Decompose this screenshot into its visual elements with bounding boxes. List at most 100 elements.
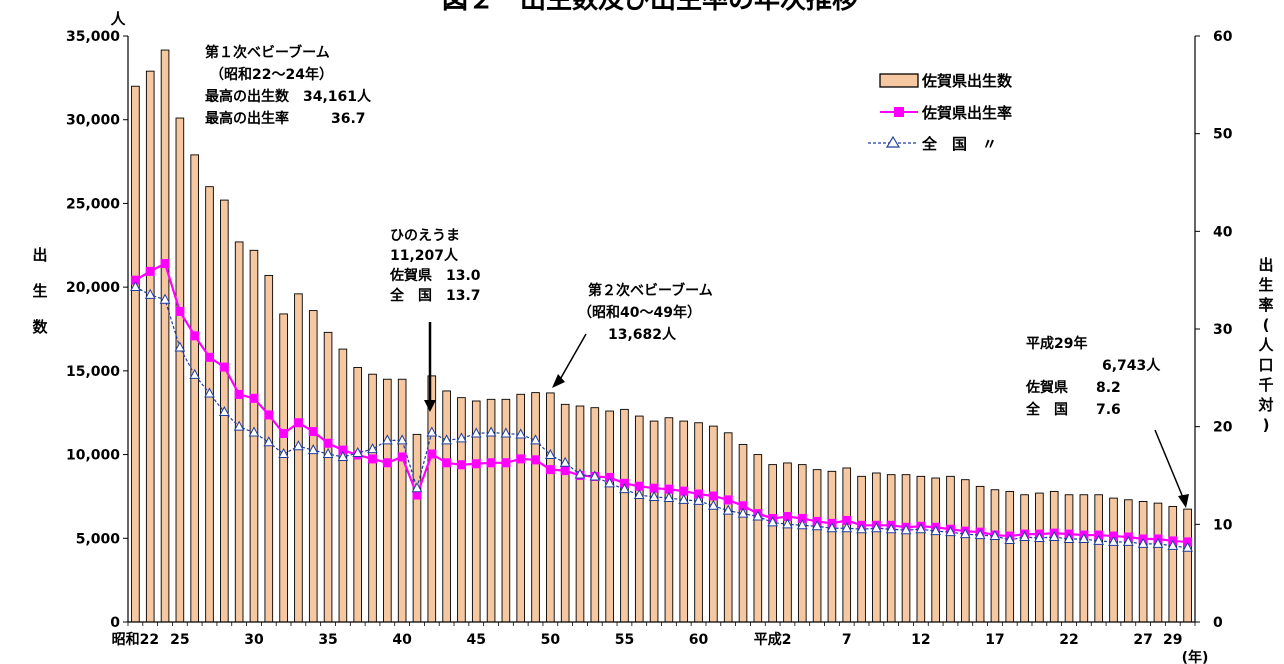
right-tick-label-1: 10 — [1213, 517, 1233, 533]
point-saga-rate-8 — [249, 393, 259, 403]
bar-births-2 — [160, 49, 170, 623]
point-national-rate-8 — [248, 426, 260, 437]
first-boom-line-3: 最高の出生数 34,161人 — [205, 88, 372, 105]
right-tick-label-0: 0 — [1213, 615, 1223, 631]
bar-births-10 — [279, 313, 288, 623]
hinoeuma-line-4: 全 国 13.7 — [389, 287, 481, 304]
point-saga-rate-9 — [264, 410, 274, 420]
x-tick-label-10: 7 — [842, 632, 852, 648]
right-tick-label-2: 20 — [1213, 420, 1233, 436]
bar-births-13 — [323, 331, 333, 623]
annotation-second-boom: 第２次ベビーブーム （昭和40～49年） 13,682人 — [552, 282, 713, 388]
point-saga-rate-7 — [234, 389, 244, 399]
point-national-rate-62 — [1048, 530, 1060, 542]
point-national-rate-71 — [1182, 541, 1193, 552]
point-national-rate-58 — [989, 529, 1001, 541]
x-tick-label-12: 17 — [985, 632, 1004, 648]
point-saga-rate-37 — [679, 486, 689, 496]
point-national-rate-60 — [1019, 530, 1030, 542]
left-axis-unit: 人 — [110, 10, 126, 28]
bar-births-44 — [783, 462, 792, 623]
point-national-rate-14 — [337, 450, 349, 461]
point-national-rate-46 — [811, 520, 823, 531]
point-national-rate-51 — [885, 523, 897, 534]
bar-births-69 — [1153, 502, 1163, 623]
second-boom-line-3: 13,682人 — [608, 326, 677, 343]
legend-swatch-births — [879, 73, 919, 88]
point-national-rate-16 — [367, 443, 378, 454]
heisei29-line-4: 全 国 7.6 — [1025, 401, 1121, 418]
point-national-rate-1 — [144, 288, 156, 299]
hinoeuma-arrowhead — [424, 400, 436, 412]
point-saga-rate-5 — [205, 352, 215, 362]
point-national-rate-45 — [796, 519, 808, 530]
bar-births-57 — [975, 485, 985, 623]
point-saga-rate-21 — [442, 458, 452, 468]
point-national-rate-70 — [1167, 539, 1179, 550]
x-tick-label-14: 27 — [1133, 632, 1152, 648]
point-saga-rate-39 — [708, 491, 718, 501]
point-national-rate-41 — [737, 507, 749, 518]
point-saga-rate-41 — [738, 501, 748, 511]
bar-births-15 — [353, 367, 363, 623]
left-tick-label-6: 30,000 — [66, 113, 120, 129]
point-saga-rate-18 — [397, 452, 407, 462]
hinoeuma-line-2: 11,207人 — [390, 247, 459, 264]
right-axis-label-char-1: 生 — [1258, 276, 1273, 294]
bar-births-49 — [857, 475, 866, 623]
point-saga-rate-26 — [516, 454, 526, 464]
point-national-rate-36 — [663, 491, 675, 502]
point-saga-rate-27 — [531, 455, 541, 465]
right-axis-label-char-7: 対 — [1257, 396, 1273, 414]
bar-births-1 — [145, 70, 155, 623]
x-tick-label-5: 45 — [467, 632, 486, 648]
point-national-rate-42 — [752, 510, 764, 521]
legend-label-saga-rate: 佐賀県出生率 — [921, 104, 1012, 122]
bar-births-9 — [264, 274, 274, 623]
right-axis-label-char-5: 口 — [1258, 356, 1273, 374]
bar-births-28 — [546, 392, 555, 623]
hinoeuma-line-1: ひのえうま — [390, 228, 460, 244]
bar-births-61 — [1035, 492, 1044, 623]
point-national-rate-65 — [1093, 534, 1105, 545]
point-national-rate-50 — [871, 522, 882, 533]
x-tick-label-2: 30 — [244, 632, 264, 648]
bar-births-34 — [634, 415, 644, 623]
point-national-rate-32 — [604, 477, 615, 488]
bar-births-27 — [531, 392, 540, 623]
left-axis-label-char-1: 生 — [32, 282, 47, 300]
x-axis-unit: (年) — [1182, 649, 1209, 664]
point-national-rate-30 — [574, 468, 586, 479]
point-national-rate-47 — [826, 522, 838, 533]
bar-births-46 — [812, 469, 822, 623]
bar-births-11 — [294, 293, 303, 623]
bar-births-35 — [649, 420, 659, 623]
left-axis-label: 出生数 — [32, 246, 48, 336]
first-boom-line-4: 最高の出生率 36.7 — [205, 110, 366, 127]
point-saga-rate-35 — [649, 483, 659, 493]
point-national-rate-29 — [559, 456, 571, 467]
point-national-rate-55 — [945, 526, 956, 537]
right-axis-label-char-8: ) — [1263, 416, 1270, 434]
point-saga-rate-45 — [797, 513, 807, 523]
bar-births-0 — [131, 85, 140, 623]
bar-births-4 — [190, 154, 199, 623]
bar-births-33 — [620, 408, 629, 623]
point-national-rate-7 — [233, 420, 245, 431]
point-national-rate-38 — [693, 494, 704, 505]
bar-births-29 — [560, 403, 570, 623]
annotation-first-boom: 第１次ベビーブーム （昭和22～24年） 最高の出生数 34,161人 最高の出… — [205, 44, 372, 127]
point-saga-rate-10 — [279, 429, 289, 439]
heisei29-line-2: 6,743人 — [1102, 357, 1161, 374]
point-national-rate-52 — [900, 524, 912, 535]
bar-births-31 — [590, 407, 600, 623]
point-national-rate-21 — [441, 434, 452, 445]
left-tick-label-1: 5,000 — [76, 531, 121, 547]
first-boom-line-2: （昭和22～24年） — [210, 66, 333, 83]
point-national-rate-39 — [708, 499, 719, 510]
left-axis-label-char-0: 出 — [32, 246, 47, 264]
bar-births-51 — [886, 474, 896, 623]
point-saga-rate-16 — [368, 454, 378, 464]
point-national-rate-5 — [204, 387, 215, 398]
x-tick-label-9: 平成2 — [754, 631, 792, 648]
